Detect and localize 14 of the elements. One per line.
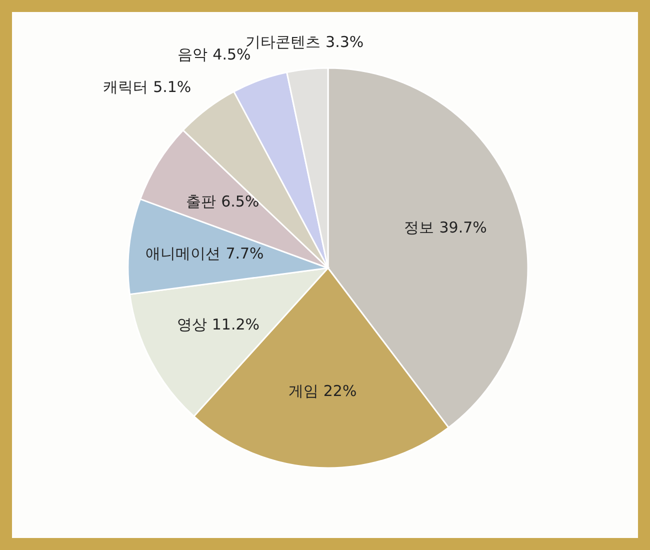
slice-label: 영상 — [176, 316, 207, 334]
data-label: 5.1% — [153, 78, 192, 96]
data-label: 3.3% — [326, 33, 364, 52]
data-label: 6.5% — [221, 192, 260, 211]
slice-label: 게임 — [288, 382, 318, 400]
slice-label: 캐릭터 — [103, 78, 148, 96]
data-label: 22% — [323, 382, 357, 400]
data-label: 11.2% — [212, 316, 260, 334]
slice-label: 애니메이션 — [146, 244, 221, 262]
slice-label: 음악 — [178, 46, 208, 64]
data-label: 39.7% — [439, 218, 487, 237]
data-label: 7.7% — [226, 244, 264, 262]
slice-label: 정보 — [404, 218, 434, 237]
slice-label: 출판 — [186, 192, 216, 211]
